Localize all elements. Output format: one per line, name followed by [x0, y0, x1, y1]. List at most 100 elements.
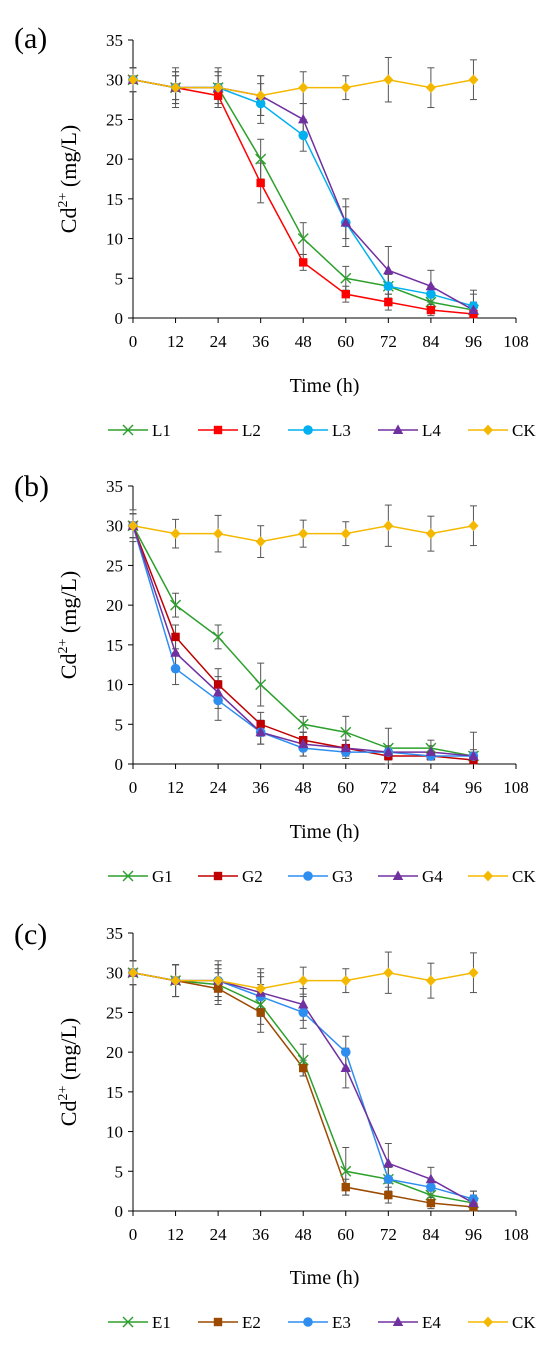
series-markers-CK — [128, 520, 479, 547]
data-point — [340, 975, 351, 987]
data-point — [426, 1182, 436, 1192]
data-point — [468, 750, 479, 761]
data-point — [425, 1189, 437, 1201]
legend-marker — [392, 870, 404, 880]
legend-label: G1 — [152, 867, 173, 886]
y-tick-label: 0 — [115, 755, 124, 774]
y-tick-label: 25 — [106, 110, 123, 129]
x-tick-label: 24 — [210, 1225, 228, 1244]
data-point — [425, 746, 437, 757]
legend-item-L1: L1 — [108, 421, 171, 440]
data-point — [383, 746, 394, 757]
series-E4 — [129, 960, 477, 1212]
x-tick-label: 60 — [337, 778, 354, 797]
chart-panel-a: (a) 0 5 10 15 20 25 30 35 0 12 24 36 48 60 72 84 96 108 Tim… — [14, 22, 536, 440]
series-markers-E4 — [127, 967, 479, 1208]
legend: L1 L2 L3 L4 CK — [108, 421, 536, 440]
series-G1 — [129, 509, 477, 765]
data-point — [170, 663, 181, 674]
legend-label: E3 — [332, 1313, 351, 1332]
x-tick-label: 72 — [380, 1225, 397, 1244]
legend-label: L2 — [242, 421, 261, 440]
data-point — [128, 967, 138, 979]
y-axis-title: Cd2+ (mg/L) — [56, 125, 81, 233]
data-point — [425, 975, 436, 987]
data-point — [340, 1047, 351, 1057]
legend-item-CK: CK — [468, 421, 536, 440]
legend-item-CK: CK — [468, 1313, 536, 1332]
data-point — [128, 74, 138, 86]
data-point — [425, 280, 437, 291]
data-point — [255, 536, 266, 547]
data-point — [298, 998, 309, 1009]
y-tick-label: 35 — [106, 31, 123, 50]
error-bars — [129, 960, 477, 1212]
data-point — [340, 726, 352, 738]
data-point — [297, 1054, 309, 1066]
x-tick-label: 0 — [129, 1225, 138, 1244]
x-tick-label: 108 — [503, 1225, 529, 1244]
data-point — [212, 631, 224, 643]
y-tick-label: 15 — [106, 636, 123, 655]
legend-item-E3: E3 — [288, 1313, 351, 1332]
legend-label: E1 — [152, 1313, 171, 1332]
x-tick-label: 12 — [167, 332, 184, 351]
data-point — [213, 82, 224, 94]
data-point — [384, 1190, 393, 1200]
legend: E1 E2 E3 E4 CK — [108, 1313, 536, 1332]
y-tick-label: 35 — [106, 477, 123, 496]
data-point — [340, 528, 351, 540]
y-tick-label: 0 — [115, 309, 124, 328]
y-tick-label: 25 — [106, 1003, 123, 1022]
data-point — [425, 82, 436, 94]
x-tick-label: 0 — [129, 778, 138, 797]
legend-marker — [303, 871, 313, 881]
data-point — [468, 74, 479, 86]
y-tick-label: 20 — [106, 596, 123, 615]
data-point — [383, 281, 394, 292]
error-bars — [129, 67, 477, 319]
data-point — [298, 1007, 309, 1018]
data-point — [255, 726, 266, 737]
x-tick-label: 108 — [503, 778, 529, 797]
data-point — [298, 82, 309, 94]
data-point — [297, 718, 309, 730]
y-tick-label: 10 — [106, 230, 123, 249]
legend-item-E4: E4 — [378, 1313, 441, 1332]
legend-item-L4: L4 — [378, 421, 441, 440]
x-tick-label: 84 — [422, 778, 440, 797]
y-tick-label: 15 — [106, 1083, 123, 1102]
x-tick-label: 72 — [380, 778, 397, 797]
y-tick-label: 30 — [106, 964, 123, 983]
data-point — [426, 289, 436, 299]
data-point — [298, 738, 309, 749]
x-tick-label: 0 — [129, 332, 138, 351]
data-point — [170, 82, 181, 94]
error-bars — [129, 509, 477, 765]
data-point — [255, 90, 266, 101]
chart-panel-b: (b) 0 5 10 15 20 25 30 35 0 12 24 36 48 60 72 84 96 108 Tim… — [14, 470, 536, 886]
legend-marker — [483, 424, 493, 436]
data-point — [171, 632, 180, 642]
data-point — [255, 983, 266, 994]
data-point — [298, 113, 309, 124]
series-markers-G1 — [127, 520, 479, 762]
legend-item-L2: L2 — [198, 421, 261, 440]
x-tick-label: 36 — [252, 778, 269, 797]
y-tick-label: 10 — [106, 676, 123, 695]
legend-marker — [303, 1317, 313, 1327]
panel-label: (c) — [14, 918, 47, 951]
data-point — [425, 296, 437, 308]
y-tick-label: 5 — [115, 269, 124, 288]
data-point — [425, 1173, 437, 1184]
x-tick-label: 96 — [465, 778, 482, 797]
panel-label: (a) — [14, 22, 47, 55]
x-tick-label: 60 — [337, 1225, 354, 1244]
data-point — [299, 258, 308, 267]
x-tick-label: 48 — [295, 778, 312, 797]
legend-label: E4 — [422, 1313, 441, 1332]
y-tick-label: 5 — [115, 1162, 124, 1181]
x-tick-label: 24 — [210, 332, 228, 351]
data-point — [213, 528, 224, 540]
data-point — [255, 98, 266, 109]
